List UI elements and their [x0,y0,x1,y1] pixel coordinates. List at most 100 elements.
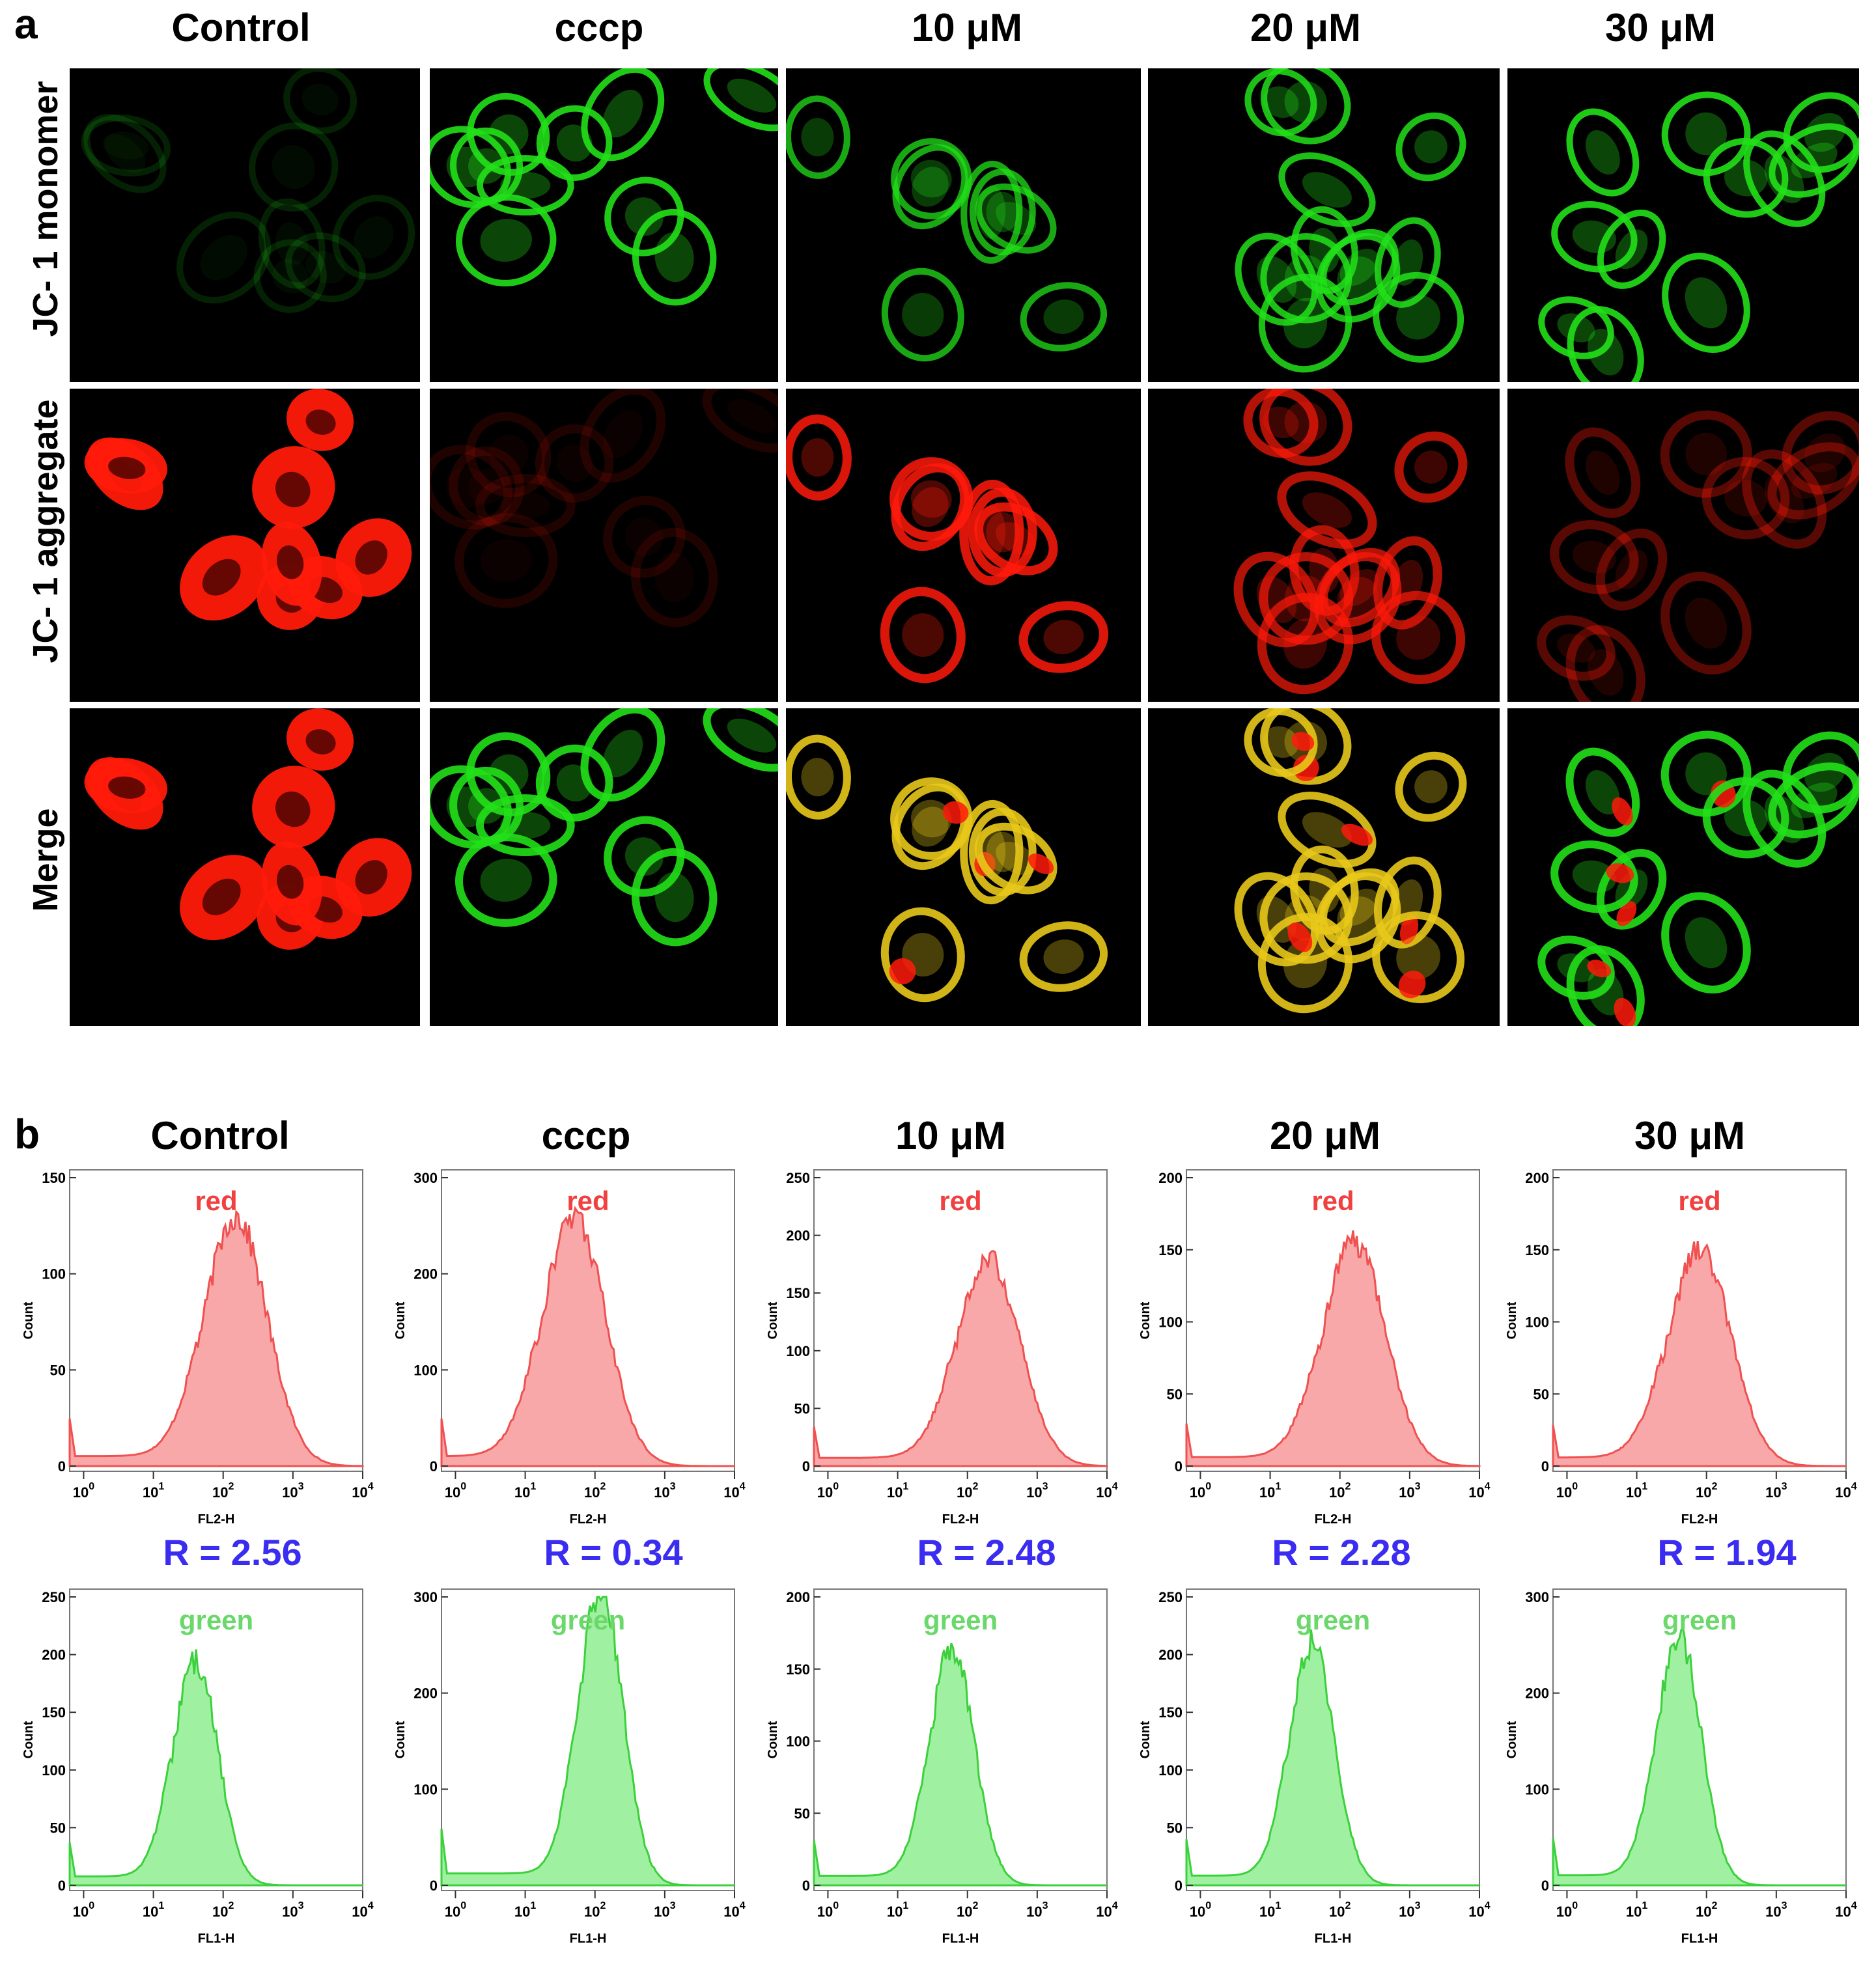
column-header-10um: 10 μM [911,6,1023,49]
cell [449,446,525,527]
y-axis-label: Count [1138,1301,1153,1339]
y-tick-label: 50 [50,1362,66,1378]
x-axis-label: FL2-H [570,1512,607,1527]
micrograph-monomer-3 [1148,68,1500,382]
x-tick-label: 104 [723,1900,745,1920]
cell [1394,431,1468,503]
cell [1395,112,1466,182]
x-tick-label: 101 [887,1481,908,1501]
ratio-label-control: R = 2.56 [163,1532,302,1573]
x-tick-label: 100 [73,1900,94,1920]
cell [1565,427,1641,518]
cell [1019,921,1108,992]
cell [1661,91,1751,176]
x-tick-label: 104 [1468,1900,1490,1920]
y-axis-label: Count [393,1301,408,1339]
y-axis-label: Count [21,1301,36,1339]
x-tick-label: 100 [817,1900,839,1920]
cell [476,155,574,216]
micrograph-aggregate-3 [1148,389,1500,702]
x-tick-label: 104 [1096,1481,1117,1501]
x-tick-label: 103 [282,1481,303,1501]
cell [1782,411,1859,495]
y-tick-label: 0 [1175,1458,1183,1475]
x-tick-label: 100 [445,1900,466,1920]
cell [1565,747,1640,837]
y-tick-label: 150 [42,1704,66,1721]
cell [1537,615,1616,681]
panel-b-letter: b [14,1111,40,1157]
cell [252,446,335,529]
cell [1662,253,1750,353]
cell [1702,777,1789,859]
x-tick-label: 103 [1765,1900,1787,1920]
y-tick-label: 50 [1533,1386,1549,1402]
x-axis-label: FL2-H [198,1512,235,1527]
cell [283,68,357,134]
x-tick-label: 103 [654,1481,675,1501]
hist-header-cccp: cccp [541,1114,631,1157]
y-tick-label: 50 [794,1805,810,1822]
cell [974,822,1057,894]
y-tick-label: 0 [430,1878,438,1894]
histogram-red-1: 0 100 200 300 Count 100 101 102 103 104 FL2-H red [393,1169,746,1546]
y-tick-label: 0 [58,1458,66,1475]
y-tick-label: 100 [1525,1314,1549,1331]
y-tick-label: 0 [430,1458,438,1475]
y-tick-label: 150 [1158,1242,1183,1258]
cell [1565,625,1645,702]
cell [81,115,171,176]
x-tick-label: 102 [957,1481,978,1501]
micrograph-aggregate-4 [1507,389,1859,702]
x-axis-label: FL1-H [570,1932,607,1946]
y-tick-label: 100 [413,1362,438,1378]
x-tick-label: 101 [1626,1900,1647,1920]
y-tick-label: 200 [1158,1647,1183,1663]
cell [1661,892,1751,994]
y-tick-label: 0 [58,1878,66,1894]
ratio-label-10um: R = 2.48 [917,1532,1056,1573]
channel-label: red [939,1185,981,1216]
cell [703,68,778,132]
cell [1550,840,1638,913]
x-tick-label: 101 [1626,1481,1647,1501]
channel-label: green [1662,1605,1737,1635]
column-header-30um: 30 μM [1604,6,1716,49]
y-axis-label: Count [766,1301,780,1339]
histogram-area [1185,1230,1481,1467]
cell [258,198,326,289]
cell [581,68,665,161]
y-tick-label: 150 [42,1170,66,1186]
cell [1660,730,1752,817]
y-tick-label: 100 [786,1734,810,1750]
cell [1319,229,1399,306]
x-tick-label: 100 [1556,1481,1578,1501]
cell [1768,762,1859,838]
x-tick-label: 101 [143,1900,164,1920]
cell [975,183,1057,254]
y-tick-label: 100 [1158,1762,1183,1779]
histogram-area [68,1649,363,1887]
histogram-red-0: 0 50 100 150 Count 100 101 102 103 104 FL2-H red [21,1169,374,1546]
x-tick-label: 104 [723,1481,745,1501]
row-header-merge: Merge [26,808,65,912]
micrograph-monomer-4 [1507,68,1859,382]
x-tick-label: 104 [352,1900,373,1920]
micrograph-aggregate-2 [786,389,1141,702]
cell [332,195,415,280]
y-tick-label: 100 [42,1266,66,1282]
cell [880,907,965,1003]
cell [1018,601,1109,673]
x-tick-label: 103 [282,1900,303,1920]
row-header-monomer: JC- 1 monomer [26,81,65,337]
cell [455,513,558,608]
cell [335,518,412,597]
x-tick-label: 102 [1329,1900,1351,1920]
y-tick-label: 200 [1525,1170,1549,1186]
histogram-area [813,1642,1107,1887]
y-tick-label: 150 [786,1661,810,1678]
cell [83,114,167,193]
histogram-red-4: 0 50 100 150 200 Count 100 101 102 103 104 FL2-H red [1504,1169,1857,1546]
y-tick-label: 0 [802,1878,810,1894]
y-tick-label: 250 [786,1170,810,1186]
